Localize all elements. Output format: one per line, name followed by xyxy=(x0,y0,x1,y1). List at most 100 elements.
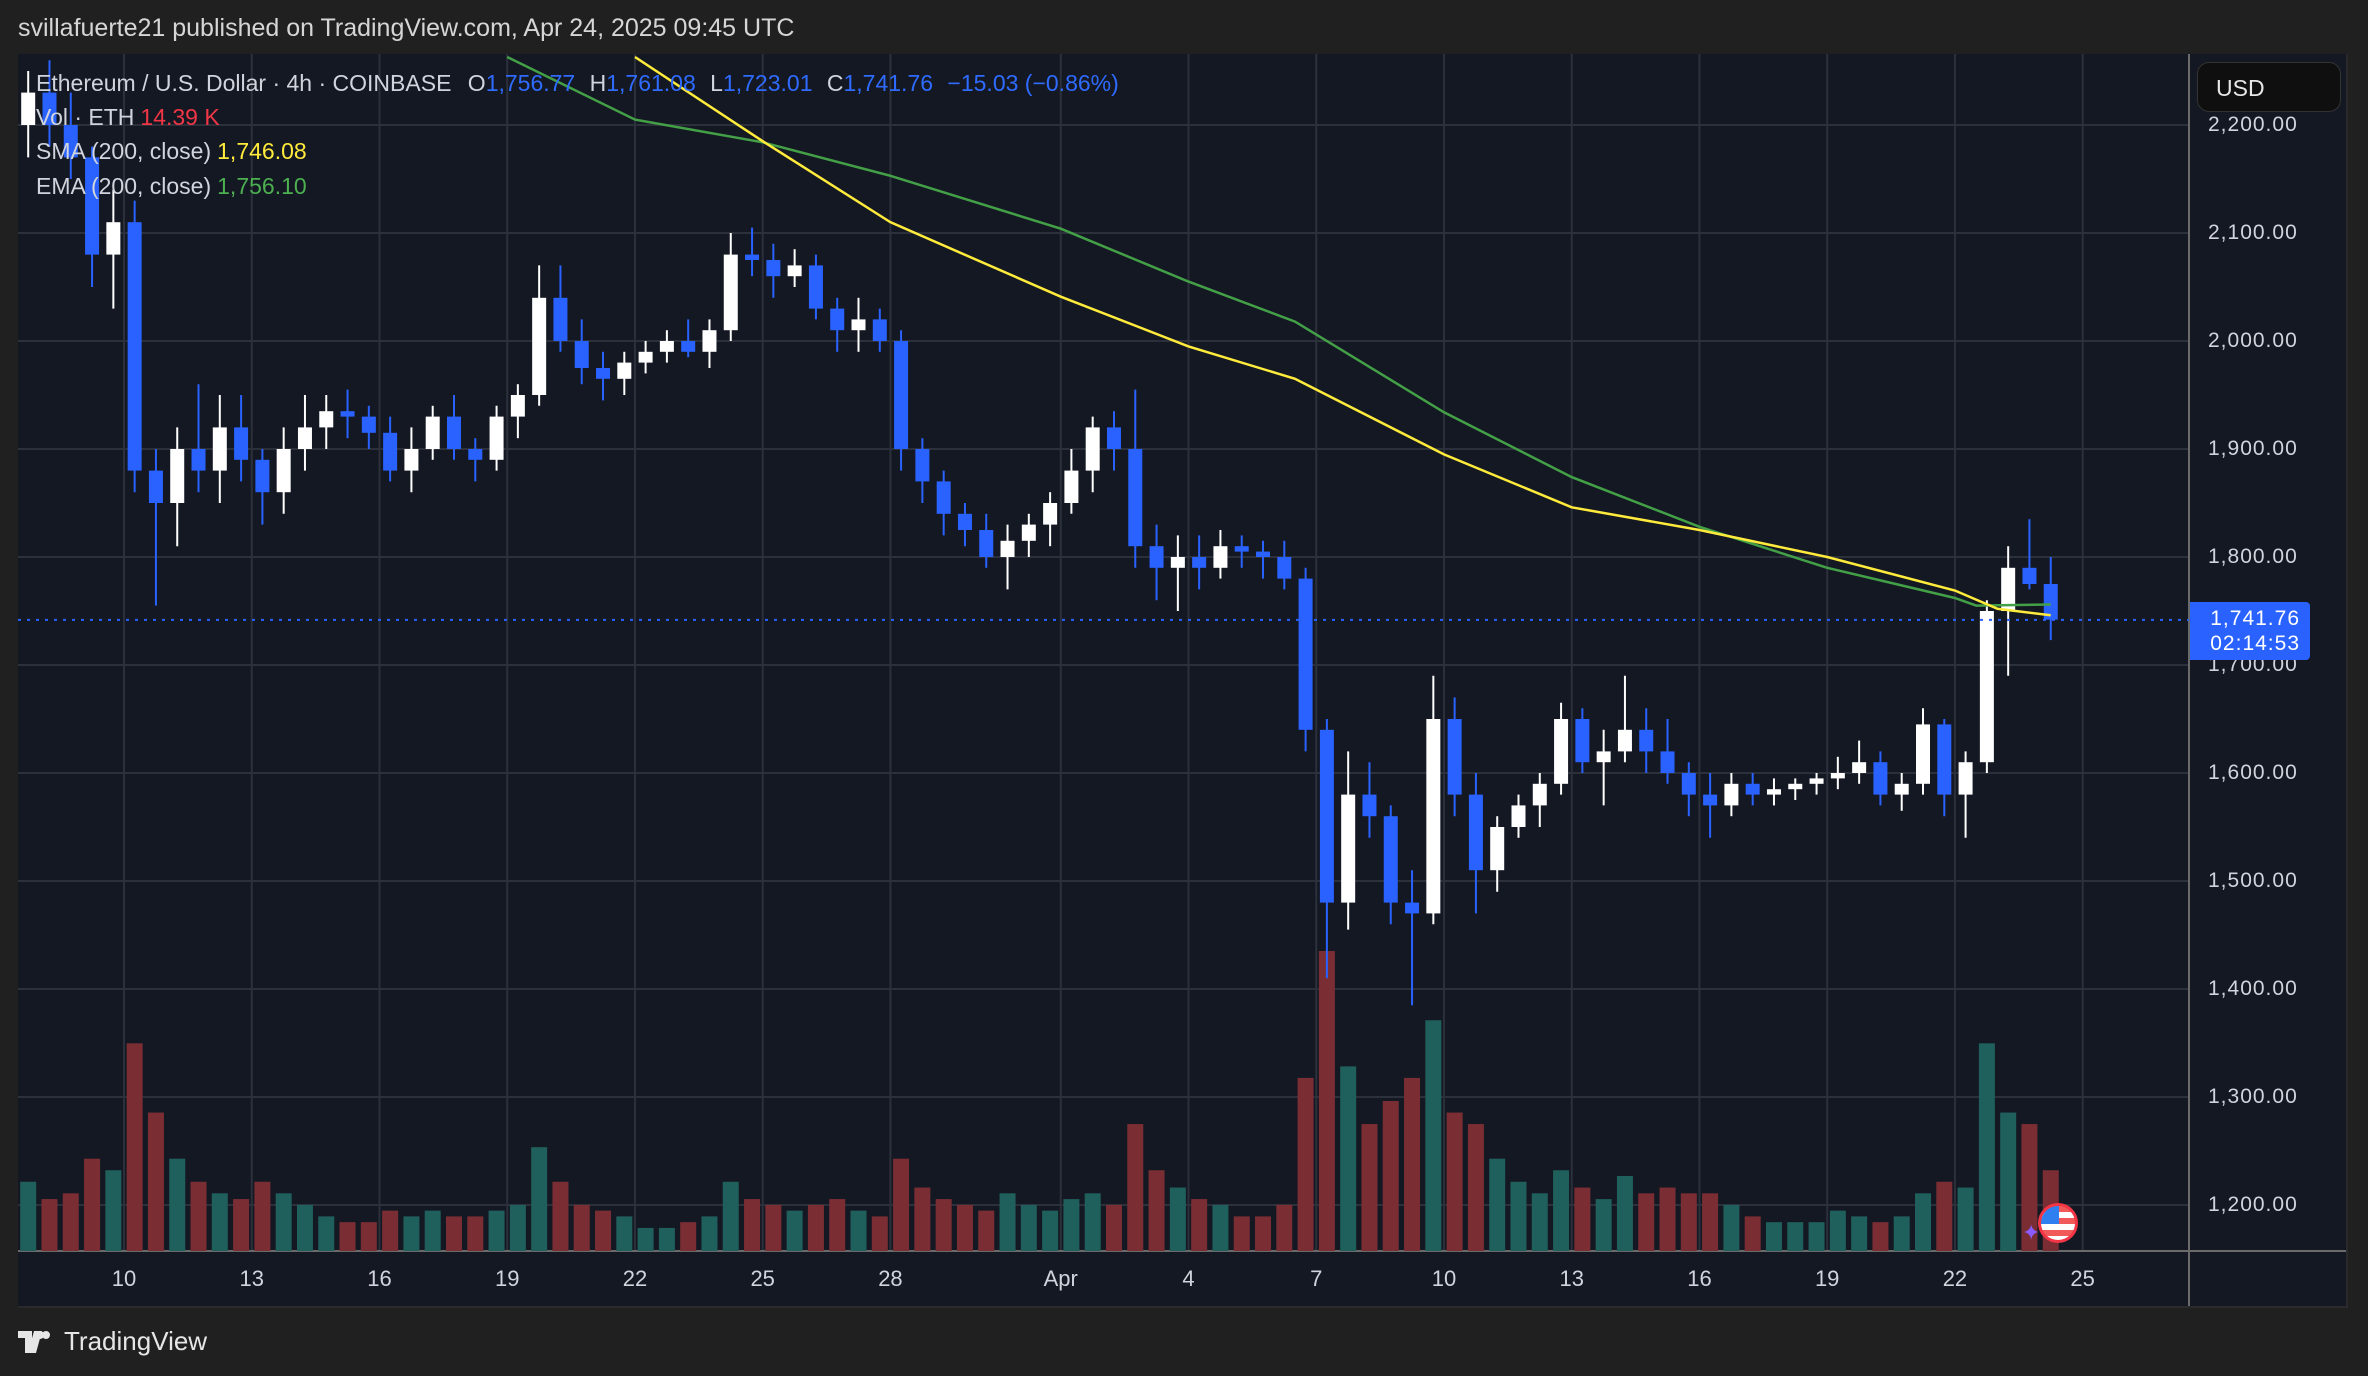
volume-bar xyxy=(126,1043,143,1251)
volume-bar xyxy=(1233,1216,1250,1251)
candle-body xyxy=(1937,724,1952,795)
candle-body xyxy=(574,341,589,368)
volume-label: Vol · ETH xyxy=(36,104,135,130)
volume-bar xyxy=(1510,1181,1527,1251)
chart-panel[interactable] xyxy=(18,54,2348,1308)
candle-body xyxy=(1383,816,1398,903)
volume-bar xyxy=(616,1216,633,1251)
price-tick: 1,400.00 xyxy=(2208,977,2298,1000)
ema-legend[interactable]: EMA (200, close) 1,756.10 xyxy=(36,173,307,200)
published-by-header: svillafuerte21 published on TradingView.… xyxy=(18,14,795,42)
candle-body xyxy=(1745,783,1760,795)
candle-body xyxy=(1192,557,1207,568)
candle-body xyxy=(787,265,802,277)
volume-bar xyxy=(765,1204,782,1251)
candle-body xyxy=(361,416,376,433)
volume-bar xyxy=(1340,1066,1357,1251)
volume-bar xyxy=(467,1216,484,1251)
sma-legend[interactable]: SMA (200, close) 1,746.08 xyxy=(36,138,307,165)
time-tick: 16 xyxy=(367,1266,392,1291)
candle-body xyxy=(979,530,994,557)
volume-bar xyxy=(1744,1216,1761,1251)
volume-bar xyxy=(999,1193,1016,1251)
sparkle-icon[interactable]: ✦ xyxy=(2022,1220,2041,1245)
candle-body xyxy=(191,449,206,471)
volume-bar xyxy=(1425,1020,1442,1251)
candle-body xyxy=(1766,789,1781,795)
volume-legend[interactable]: Vol · ETH 14.39 K xyxy=(36,104,220,131)
sma-label: SMA (200, close) xyxy=(36,138,212,164)
price-tick: 1,900.00 xyxy=(2208,437,2298,460)
ema-label: EMA (200, close) xyxy=(36,173,212,199)
volume-bar xyxy=(1680,1193,1697,1251)
volume-bar xyxy=(20,1181,37,1251)
volume-bar xyxy=(275,1193,292,1251)
candle-body xyxy=(489,416,504,460)
volume-bar xyxy=(978,1210,995,1251)
tradingview-logo-icon xyxy=(18,1330,54,1353)
volume-bar xyxy=(62,1193,79,1251)
volume-bar xyxy=(658,1227,675,1251)
volume-bar xyxy=(1659,1187,1676,1251)
candle-body xyxy=(1681,773,1696,795)
candle-body xyxy=(446,416,461,449)
candle-body xyxy=(1341,794,1356,903)
candle-body xyxy=(1511,805,1526,827)
time-tick: 10 xyxy=(1431,1266,1457,1291)
volume-bar xyxy=(893,1158,910,1251)
volume-bar xyxy=(1318,951,1335,1251)
volume-bar xyxy=(1616,1176,1633,1251)
volume-bar xyxy=(339,1222,356,1251)
time-tick: 13 xyxy=(239,1266,264,1291)
tradingview-logo[interactable]: TradingView xyxy=(18,1326,207,1357)
sma-200-line xyxy=(634,55,2051,617)
candle-body xyxy=(1362,794,1377,817)
candle-body xyxy=(1277,557,1292,579)
candle-body xyxy=(808,265,823,309)
candle-body xyxy=(106,222,121,255)
candle-body xyxy=(42,92,57,125)
ema-value: 1,756.10 xyxy=(217,173,307,199)
time-tick: 16 xyxy=(1687,1266,1712,1291)
candle-body xyxy=(681,341,696,352)
price-tick: 1,300.00 xyxy=(2208,1085,2298,1108)
time-tick: 19 xyxy=(494,1266,520,1291)
currency-button[interactable]: USD xyxy=(2197,62,2341,112)
candle-body xyxy=(702,330,717,352)
candle-body xyxy=(1724,783,1739,806)
symbol-title[interactable]: Ethereum / U.S. Dollar · 4h · COINBASE xyxy=(36,70,452,96)
candle-body xyxy=(915,449,930,482)
volume-bar xyxy=(1212,1204,1229,1251)
volume-bar xyxy=(1936,1181,1953,1251)
us-flag-event-icon[interactable] xyxy=(2038,1203,2078,1243)
candle-body xyxy=(1852,762,1867,773)
ema-200-line xyxy=(506,55,2051,607)
volume-bar xyxy=(169,1158,186,1251)
candle-body xyxy=(1319,729,1334,903)
candle-body xyxy=(234,427,249,460)
candle-body xyxy=(1490,827,1505,871)
volume-bar xyxy=(871,1216,888,1251)
bar-countdown: 02:14:53 xyxy=(2210,632,2300,655)
price-tick: 1,600.00 xyxy=(2208,761,2298,784)
price-tick: 1,200.00 xyxy=(2208,1193,2298,1216)
candle-body xyxy=(319,411,334,428)
volume-bar xyxy=(1042,1210,1059,1251)
volume-bar xyxy=(488,1210,505,1251)
volume-bar xyxy=(296,1204,313,1251)
time-tick: 25 xyxy=(2070,1266,2095,1291)
candle-body xyxy=(1043,503,1058,525)
candle-body xyxy=(1170,557,1185,568)
candle-body xyxy=(1468,794,1483,871)
volume-bar xyxy=(1553,1170,1570,1251)
candle-body xyxy=(2001,567,2016,611)
volume-bar xyxy=(147,1112,164,1251)
candle-body xyxy=(1575,719,1590,763)
volume-bar xyxy=(1765,1222,1782,1251)
volume-bar xyxy=(744,1199,761,1251)
candle-body xyxy=(340,411,355,417)
candle-body xyxy=(1958,762,1973,795)
candle-body xyxy=(85,157,100,255)
volume-bar xyxy=(1020,1204,1037,1251)
